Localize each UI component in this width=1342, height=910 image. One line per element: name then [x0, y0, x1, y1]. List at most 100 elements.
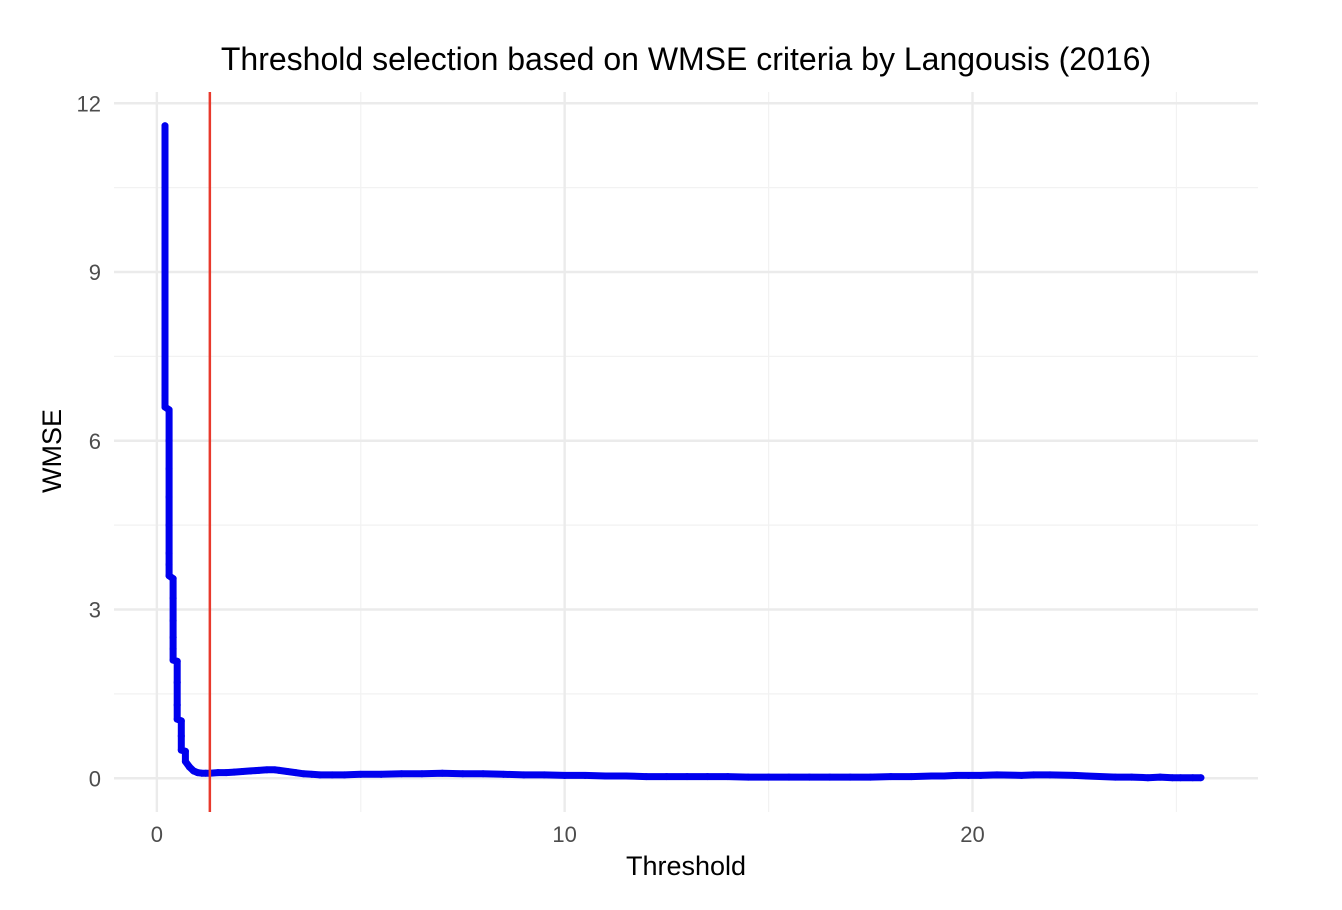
data-point: [581, 771, 589, 779]
data-point: [622, 772, 630, 780]
data-point: [479, 770, 487, 778]
data-point: [703, 773, 711, 781]
data-point: [173, 657, 181, 665]
data-point: [161, 240, 169, 248]
data-point: [561, 771, 569, 779]
data-point: [418, 770, 426, 778]
data-point: [165, 406, 173, 414]
data-point: [377, 770, 385, 778]
y-tick-label: 9: [89, 260, 101, 285]
data-point: [977, 771, 985, 779]
data-point: [1189, 774, 1197, 782]
data-point: [357, 770, 365, 778]
data-point: [181, 747, 189, 755]
data-point: [1046, 771, 1054, 779]
data-point: [907, 773, 915, 781]
data-point: [1070, 771, 1078, 779]
data-point: [263, 766, 271, 774]
data-point: [438, 769, 446, 777]
data-point: [165, 465, 173, 473]
data-point: [642, 773, 650, 781]
data-point: [165, 561, 173, 568]
data-point: [1083, 772, 1091, 780]
data-point: [328, 771, 336, 779]
data-point: [161, 324, 169, 332]
data-point: [283, 768, 291, 775]
data-point: [459, 770, 467, 778]
data-point: [222, 769, 230, 777]
data-point: [663, 773, 671, 781]
data-point: [540, 771, 548, 779]
data-point: [230, 768, 238, 776]
data-point: [169, 617, 177, 625]
data-point: [765, 773, 773, 781]
data-point: [161, 212, 169, 220]
data-point: [161, 184, 169, 192]
data-point: [1017, 771, 1025, 779]
data-point: [993, 771, 1001, 779]
data-point: [308, 770, 316, 778]
data-point: [1111, 773, 1119, 781]
data-point: [520, 771, 528, 779]
y-tick-label: 3: [89, 598, 101, 623]
data-point: [177, 732, 185, 740]
data-point: [744, 773, 752, 781]
data-point: [161, 156, 169, 163]
data-point: [1144, 774, 1152, 782]
x-tick-label: 20: [960, 822, 984, 847]
y-tick-label: 6: [89, 429, 101, 454]
data-point: [238, 768, 246, 775]
data-point: [1156, 773, 1164, 781]
data-point: [1128, 773, 1136, 781]
data-point: [181, 757, 189, 765]
data-point: [275, 766, 283, 774]
data-point: [214, 769, 222, 777]
data-point: [173, 701, 181, 709]
data-point: [247, 767, 255, 775]
data-points: [161, 122, 1205, 782]
data-point: [165, 493, 173, 501]
data-point: [177, 717, 185, 725]
data-point: [291, 769, 299, 777]
x-tick-label: 10: [552, 822, 576, 847]
data-point: [724, 773, 732, 781]
data-point: [340, 771, 348, 779]
data-point: [316, 771, 324, 779]
data-point: [169, 575, 177, 583]
data-point: [785, 773, 793, 781]
data-point: [169, 645, 177, 653]
data-point: [683, 773, 691, 781]
data-point: [161, 392, 169, 400]
chart-title: Threshold selection based on WMSE criter…: [221, 41, 1151, 77]
data-point: [952, 771, 960, 779]
data-point: [1177, 774, 1185, 782]
data-point: [161, 268, 169, 276]
y-tick-label: 12: [77, 91, 101, 116]
data-point: [1030, 771, 1038, 779]
data-point: [300, 770, 308, 778]
x-axis-title: Threshold: [626, 851, 746, 881]
data-point: [398, 770, 406, 778]
data-point: [887, 773, 895, 781]
x-tick-label: 0: [151, 822, 163, 847]
data-point: [169, 634, 177, 642]
data-point: [867, 773, 875, 781]
data-point: [161, 352, 169, 360]
y-axis-title: WMSE: [37, 409, 67, 493]
data-point: [1168, 774, 1176, 782]
data-point: [173, 679, 181, 687]
data-point: [169, 594, 177, 602]
data-point: [964, 771, 972, 779]
data-point: [1197, 774, 1205, 782]
data-point: [161, 381, 169, 388]
data-point: [161, 122, 169, 130]
tick-labels: 0 10 20 0 3 6 9 12: [77, 91, 985, 847]
data-point: [165, 549, 173, 557]
data-point: [928, 772, 936, 780]
data-point: [499, 770, 507, 778]
data-point: [601, 772, 609, 780]
y-tick-label: 0: [89, 766, 101, 791]
data-point: [161, 296, 169, 304]
data-point: [826, 773, 834, 781]
